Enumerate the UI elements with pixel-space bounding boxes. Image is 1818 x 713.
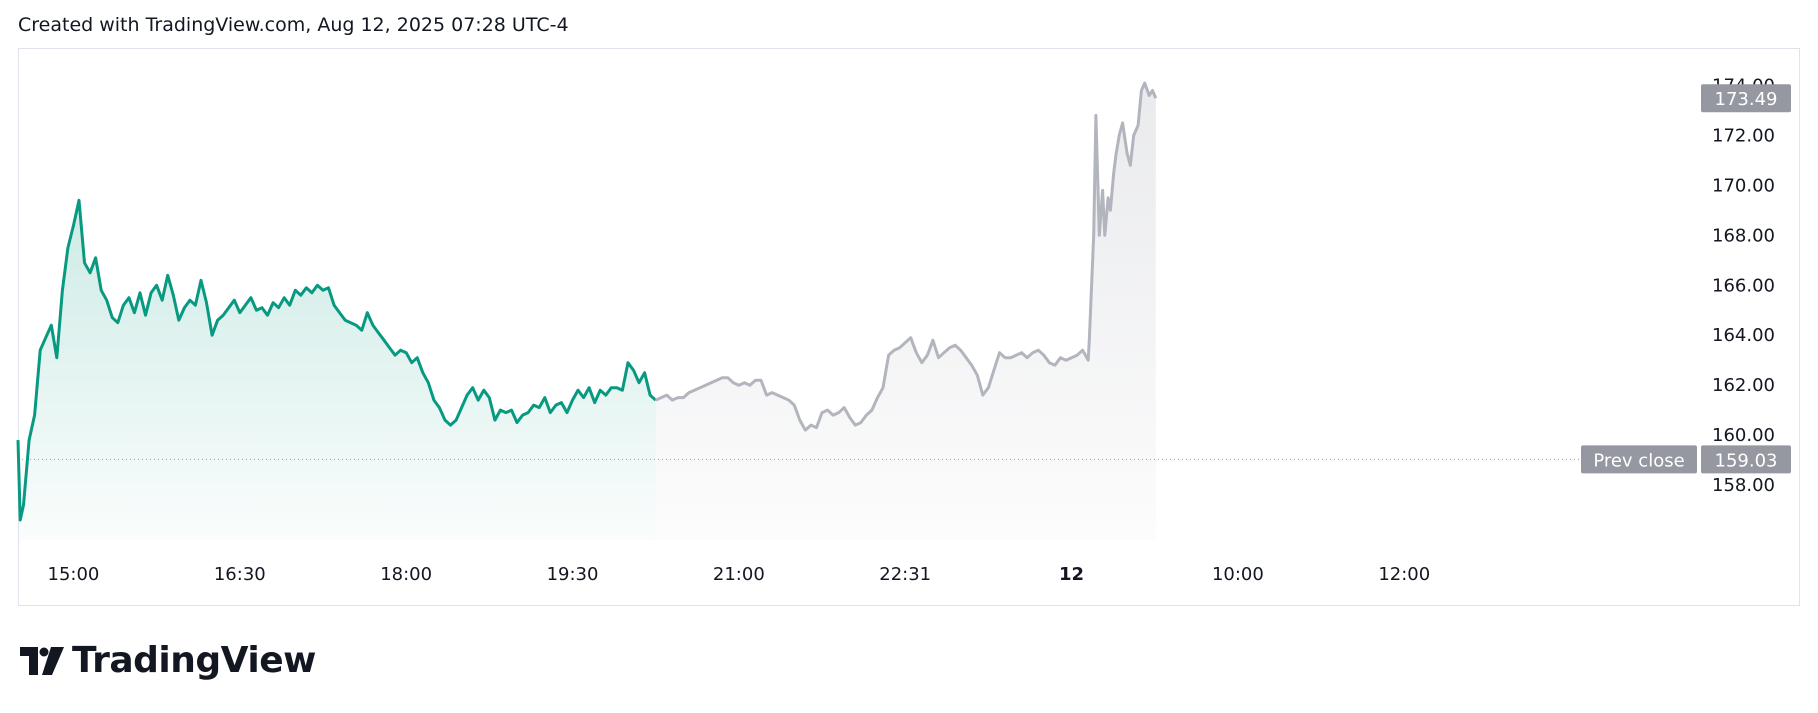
y-tick-label: 160.00 (1712, 425, 1775, 446)
x-tick-label: 16:30 (214, 564, 266, 585)
last-price-label-bg (1701, 84, 1791, 113)
y-tick-label: 164.00 (1712, 325, 1775, 346)
extended-hours-line (655, 81, 1158, 432)
chart-frame[interactable] (18, 48, 1800, 606)
time-axis[interactable]: 15:00 16:30 18:00 19:30 21:00 22:31 12 10:00 12:… (48, 564, 1431, 585)
y-tick-label: 168.00 (1712, 225, 1775, 246)
y-tick-label: 166.00 (1712, 275, 1775, 296)
prev-close-label-bg (1581, 445, 1697, 474)
x-tick-label: 15:00 (48, 564, 100, 585)
x-tick-label: 12 (1059, 564, 1084, 585)
tradingview-logo-icon (20, 646, 64, 675)
last-price-label: 173.49 (1715, 89, 1778, 110)
regular-session-area (18, 200, 656, 541)
x-tick-label: 21:00 (713, 564, 765, 585)
brand-name: TradingView (72, 640, 316, 681)
x-tick-label: 22:31 (879, 564, 931, 585)
y-tick-label: 172.00 (1712, 125, 1775, 146)
prev-close-value-bg (1701, 445, 1791, 474)
chart-header: Created with TradingView.com, Aug 12, 20… (18, 14, 569, 36)
prev-close-value: 159.03 (1715, 450, 1778, 471)
regular-session-line (16, 198, 657, 522)
y-tick-label: 158.00 (1712, 475, 1775, 496)
tradingview-logo: TradingView (20, 640, 316, 681)
y-tick-label: 162.00 (1712, 375, 1775, 396)
extended-hours-area (655, 83, 1156, 540)
price-axis[interactable]: 158.00 160.00 162.00 164.00 166.00 168.00 170.… (1712, 75, 1775, 496)
x-tick-label: 12:00 (1378, 564, 1430, 585)
x-tick-label: 19:30 (547, 564, 599, 585)
x-tick-label: 10:00 (1212, 564, 1264, 585)
x-tick-label: 18:00 (380, 564, 432, 585)
y-tick-label: 170.00 (1712, 175, 1775, 196)
prev-close-label: Prev close (1593, 450, 1684, 471)
